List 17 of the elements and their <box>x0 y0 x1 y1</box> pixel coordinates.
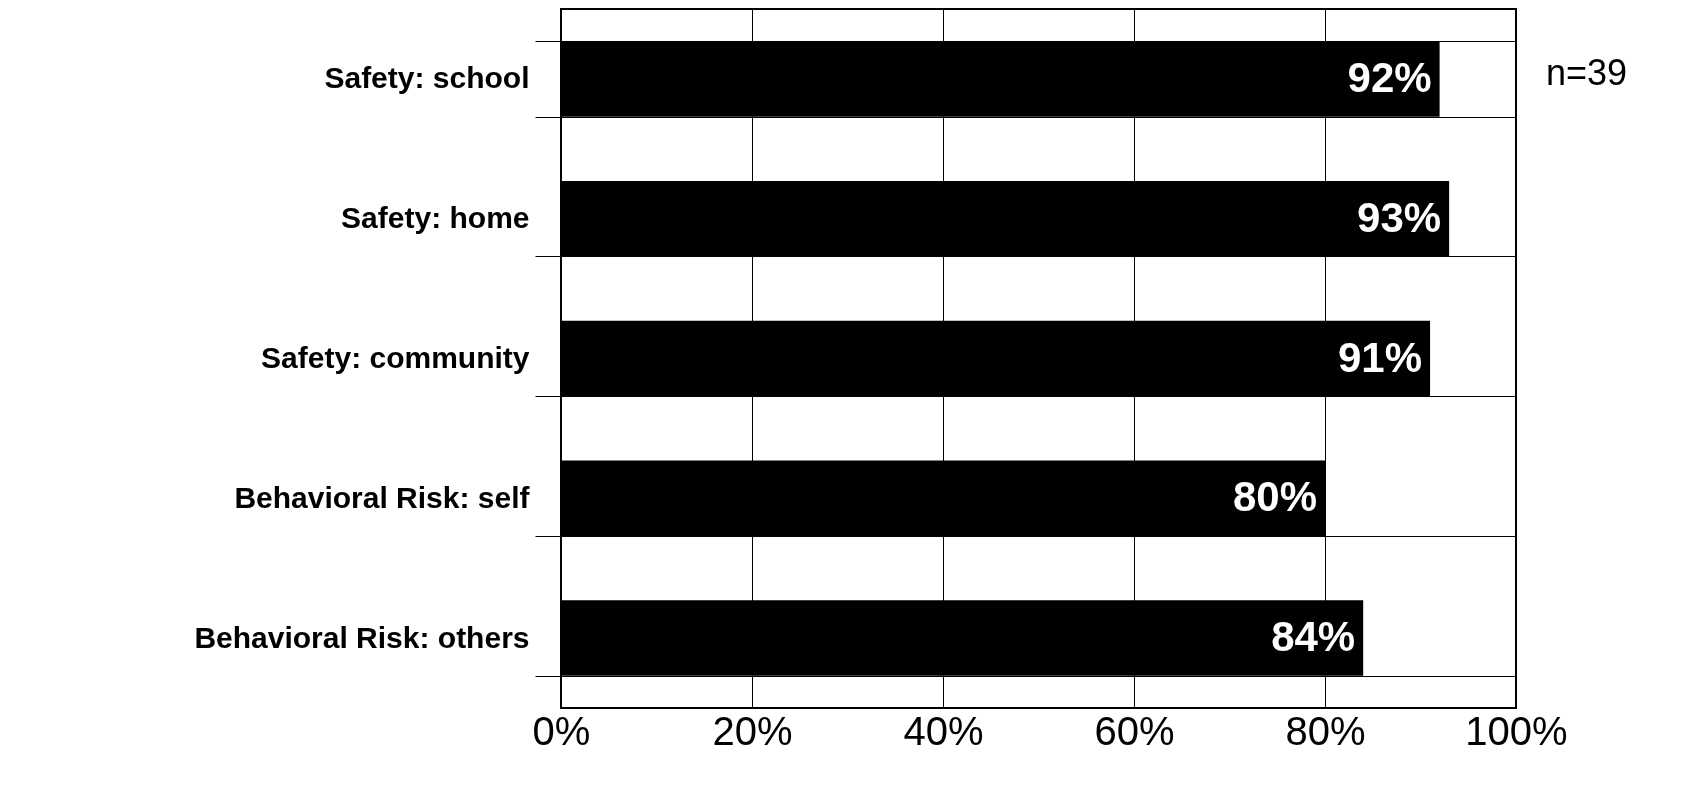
y-tick-label: Behavioral Risk: self <box>234 480 531 514</box>
y-tick-label: Safety: home <box>341 201 530 235</box>
data-label: 80% <box>1232 473 1317 521</box>
x-tick-label: 40% <box>903 708 984 753</box>
y-tick-label: Safety: community <box>261 341 530 374</box>
x-tick-label: 80% <box>1285 708 1366 753</box>
data-label: 93% <box>1357 193 1442 241</box>
text: n=39 <box>1546 52 1628 93</box>
data-label: 92% <box>1347 53 1432 101</box>
y-tick-label: Behavioral Risk: others <box>194 620 530 654</box>
x-tick-label: 20% <box>712 708 793 753</box>
y-tick-label: Safety: school <box>324 61 530 95</box>
x-tick-label: 100% <box>1465 708 1568 753</box>
x-tick-label: 0% <box>532 708 591 753</box>
data-label: 91% <box>1337 333 1423 381</box>
x-tick-label: 60% <box>1094 708 1175 753</box>
data-label: 84% <box>1271 613 1356 661</box>
